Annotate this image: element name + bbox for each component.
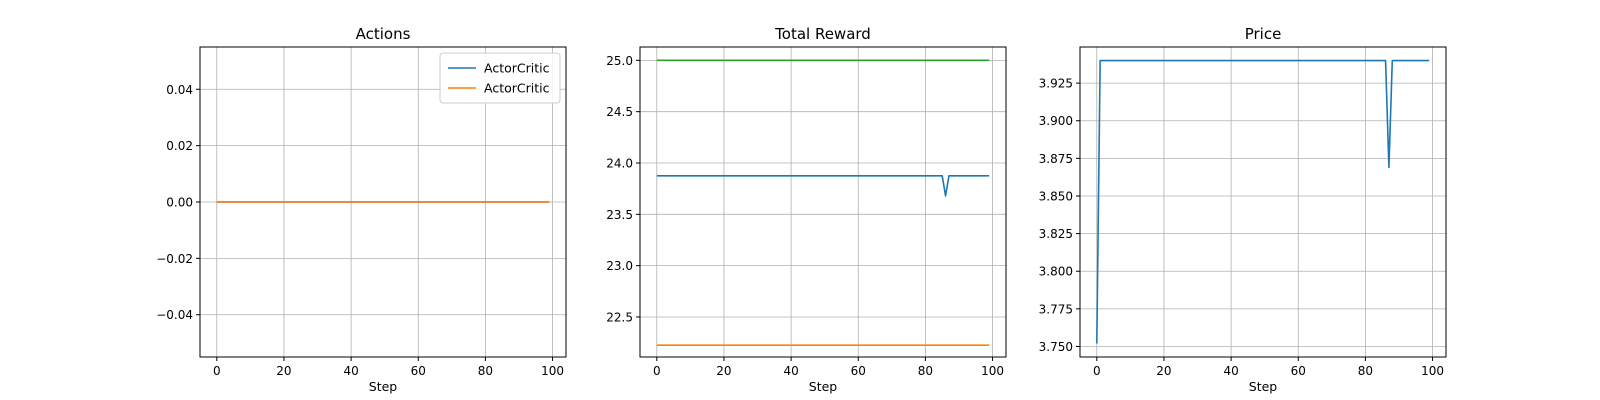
plot-frame: [199, 46, 567, 358]
plot-frame: [1079, 46, 1447, 358]
x-tick-label: 100: [1421, 364, 1444, 378]
x-tick-label: 0: [653, 364, 661, 378]
y-tick-label: 23.0: [606, 259, 633, 273]
x-tick-label: 0: [1093, 364, 1101, 378]
x-tick-label: 60: [411, 364, 426, 378]
y-tick-label: 3.875: [1039, 152, 1073, 166]
subplot-2: 0 20 40 60 80 100 22.5 23.0 23.5 24.0 24.5 25.0 Tota…: [606, 25, 1007, 394]
y-tick-label: 0.04: [166, 83, 193, 97]
series-line-1: [1095, 59, 1430, 344]
y-tick-label: 3.750: [1039, 340, 1073, 354]
legend: ActorCritic ActorCritic: [439, 52, 561, 104]
y-tick-label: 0.00: [166, 196, 193, 210]
x-tick-label: 20: [276, 364, 291, 378]
y-tick-label: 0.02: [166, 139, 193, 153]
x-axis-label: Step: [1249, 379, 1278, 394]
y-tick-label: 3.825: [1039, 227, 1073, 241]
x-tick-label: 40: [1223, 364, 1238, 378]
subplot-3: 0 20 40 60 80 100 3.750 3.775 3.800 3.825 3.850 3.8…: [1039, 25, 1447, 394]
chart-title: Price: [1245, 25, 1282, 43]
x-tick-label: 0: [213, 364, 221, 378]
x-tick-label: 100: [541, 364, 564, 378]
legend-box: [439, 52, 561, 104]
legend-label: ActorCritic: [484, 81, 550, 96]
y-tick-label: 3.900: [1039, 114, 1073, 128]
x-tick-label: 60: [851, 364, 866, 378]
y-tick-label: 3.775: [1039, 302, 1073, 316]
y-tick-label: 22.5: [606, 310, 633, 324]
y-tick-label: 25.0: [606, 54, 633, 68]
subplot-1: 0 20 40 60 80 100 −0.04 −0.02 0.00 0.02 0.04 Action…: [156, 25, 567, 394]
y-tick-label: 24.0: [606, 156, 633, 170]
y-tick-label: −0.02: [156, 252, 193, 266]
y-tick-label: 3.850: [1039, 189, 1073, 203]
x-tick-label: 80: [1358, 364, 1373, 378]
plot-frame: [639, 46, 1007, 358]
y-tick-label: 23.5: [606, 208, 633, 222]
x-tick-label: 20: [1156, 364, 1171, 378]
x-axis-label: Step: [369, 379, 398, 394]
y-tick-label: 3.925: [1039, 77, 1073, 91]
x-tick-label: 40: [343, 364, 358, 378]
y-tick-label: −0.04: [156, 308, 193, 322]
series-line-2: [656, 175, 990, 197]
x-tick-label: 80: [918, 364, 933, 378]
x-tick-label: 80: [478, 364, 493, 378]
y-tick-label: 3.800: [1039, 265, 1073, 279]
x-axis-label: Step: [809, 379, 838, 394]
x-tick-label: 60: [1291, 364, 1306, 378]
x-tick-label: 40: [783, 364, 798, 378]
legend-label: ActorCritic: [484, 61, 550, 76]
x-tick-label: 100: [981, 364, 1004, 378]
x-tick-label: 20: [716, 364, 731, 378]
chart-title: Total Reward: [774, 25, 871, 43]
chart-title: Actions: [356, 25, 411, 43]
y-tick-label: 24.5: [606, 105, 633, 119]
